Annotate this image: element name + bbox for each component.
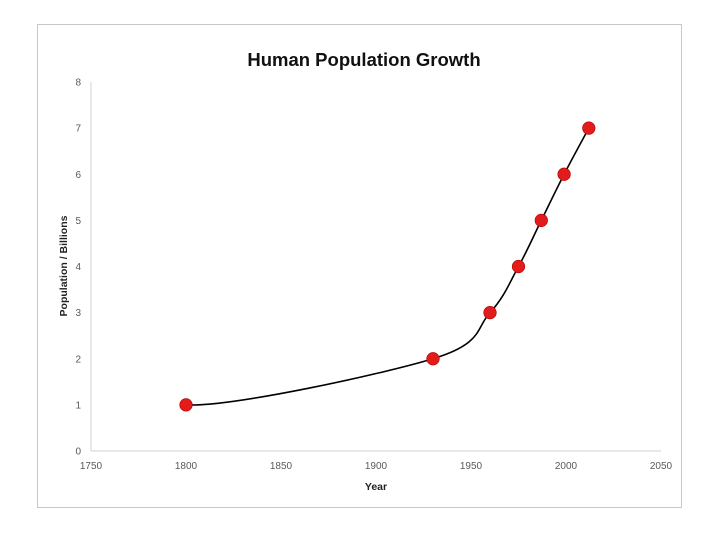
y-tick-label: 3 xyxy=(75,308,81,319)
data-point-2012 xyxy=(582,121,596,135)
y-tick-label: 4 xyxy=(75,262,81,273)
y-tick-label: 2 xyxy=(75,354,81,365)
data-point-1930 xyxy=(426,352,440,366)
data-point-1987 xyxy=(534,213,548,227)
x-tick-label: 1850 xyxy=(270,461,293,472)
x-tick-label: 1750 xyxy=(80,461,103,472)
data-points xyxy=(179,121,596,412)
data-point-1960 xyxy=(483,306,497,320)
y-tick-label: 0 xyxy=(75,447,81,458)
y-tick-label: 5 xyxy=(75,216,81,227)
data-point-1999 xyxy=(557,167,571,181)
y-tick-labels: 0 1 2 3 4 5 6 7 8 xyxy=(75,78,81,458)
x-tick-labels: 1750 1800 1850 1900 1950 2000 2050 xyxy=(80,461,673,472)
x-tick-label: 1800 xyxy=(175,461,198,472)
y-tick-label: 6 xyxy=(75,170,81,181)
x-tick-label: 2050 xyxy=(650,461,673,472)
y-tick-label: 7 xyxy=(75,124,81,135)
data-point-1800 xyxy=(179,398,193,412)
x-tick-label: 1900 xyxy=(365,461,388,472)
chart-title: Human Population Growth xyxy=(247,49,480,70)
data-point-1975 xyxy=(511,259,526,274)
y-axis-title: Population / Billions xyxy=(58,215,70,316)
y-tick-label: 1 xyxy=(75,400,81,411)
x-axis-title: Year xyxy=(365,481,387,493)
x-tick-label: 2000 xyxy=(555,461,578,472)
y-tick-label: 8 xyxy=(75,78,81,89)
trend-curve xyxy=(185,127,590,406)
x-tick-label: 1950 xyxy=(460,461,483,472)
chart-frame xyxy=(37,24,682,508)
